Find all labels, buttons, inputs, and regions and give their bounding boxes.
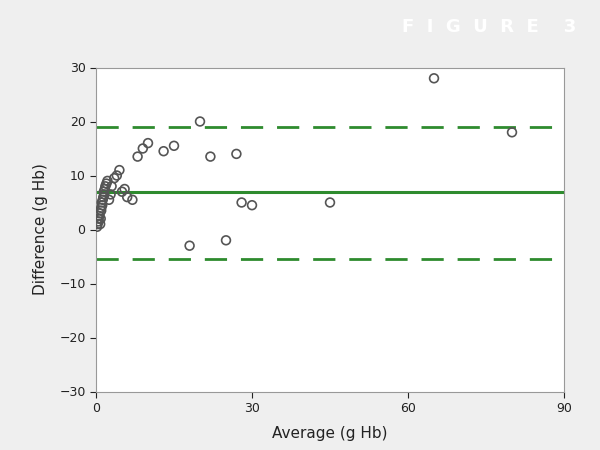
Point	[99, 188, 109, 195]
Point	[507, 129, 517, 136]
Point	[133, 153, 142, 160]
X-axis label: Average (g Hb): Average (g Hb)	[272, 426, 388, 441]
Point	[115, 166, 124, 174]
Point	[95, 210, 104, 217]
Point	[98, 194, 108, 201]
Point	[104, 196, 114, 203]
Point	[221, 237, 231, 244]
Point	[94, 212, 104, 220]
Point	[96, 215, 106, 222]
Point	[97, 202, 107, 209]
Text: F  I  G  U  R  E    3: F I G U R E 3	[402, 18, 576, 36]
Point	[92, 223, 102, 230]
Point	[128, 196, 137, 203]
Point	[107, 183, 116, 190]
Point	[429, 75, 439, 82]
Point	[98, 196, 107, 203]
Point	[95, 220, 105, 228]
Point	[94, 215, 103, 222]
Point	[195, 118, 205, 125]
Point	[97, 207, 106, 214]
Point	[325, 199, 335, 206]
Point	[100, 191, 109, 198]
Point	[237, 199, 247, 206]
Point	[117, 188, 127, 195]
Point	[143, 140, 153, 147]
Point	[93, 220, 103, 228]
Point	[122, 194, 132, 201]
Y-axis label: Difference (g Hb): Difference (g Hb)	[33, 163, 48, 296]
Point	[247, 202, 257, 209]
Point	[106, 191, 115, 198]
Point	[159, 148, 169, 155]
Point	[109, 175, 119, 182]
Point	[169, 142, 179, 149]
Point	[103, 177, 112, 184]
Point	[97, 199, 107, 206]
Point	[206, 153, 215, 160]
Point	[138, 145, 148, 152]
Point	[112, 172, 122, 179]
Point	[94, 218, 103, 225]
Point	[101, 183, 110, 190]
Point	[97, 204, 106, 212]
Point	[100, 185, 110, 193]
Point	[185, 242, 194, 249]
Point	[120, 185, 130, 193]
Point	[232, 150, 241, 158]
Point	[101, 180, 111, 187]
